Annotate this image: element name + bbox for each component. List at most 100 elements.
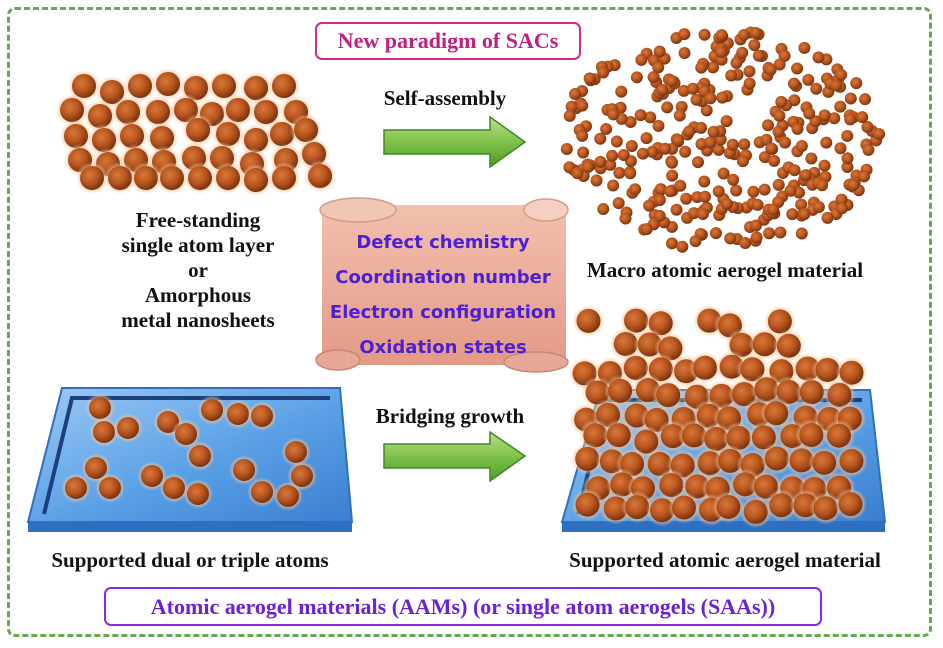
atom — [563, 109, 576, 122]
atom — [65, 477, 87, 499]
atom — [862, 143, 875, 156]
atom — [726, 138, 739, 151]
atom — [736, 155, 749, 168]
atom — [659, 142, 672, 155]
atom — [607, 108, 620, 121]
atom — [873, 128, 886, 141]
atom — [666, 156, 679, 169]
atom — [835, 202, 848, 215]
atom — [859, 93, 872, 106]
atom — [291, 465, 313, 487]
atom — [186, 118, 210, 142]
atom — [674, 179, 687, 192]
atom — [834, 142, 847, 155]
atom — [689, 235, 702, 248]
atom — [799, 380, 824, 405]
atom — [820, 136, 833, 149]
atom — [630, 71, 643, 84]
supported-dual-label: Supported dual or triple atoms — [51, 548, 329, 572]
atom — [640, 223, 653, 236]
atom — [749, 219, 762, 232]
atom — [812, 200, 825, 213]
atom — [729, 332, 754, 357]
atom — [577, 146, 590, 159]
scroll-item-defect: Defect chemistry — [356, 232, 530, 253]
atom — [600, 122, 613, 135]
atom — [612, 197, 625, 210]
atom — [594, 132, 607, 145]
atom — [751, 198, 764, 211]
atom — [704, 136, 717, 149]
atom — [576, 308, 601, 333]
atom — [666, 169, 679, 182]
atom — [226, 98, 250, 122]
atom — [585, 380, 610, 405]
atom — [673, 109, 686, 122]
atom — [272, 74, 296, 98]
atom — [765, 142, 778, 155]
atom — [727, 173, 740, 186]
supported-aerogel-label: Supported atomic aerogel material — [569, 548, 881, 572]
atom — [636, 147, 649, 160]
atom — [681, 423, 706, 448]
atom — [93, 421, 115, 443]
atom — [850, 77, 863, 90]
atom — [717, 167, 730, 180]
atom — [629, 183, 642, 196]
atom — [835, 68, 848, 81]
atom — [625, 140, 638, 153]
atom — [608, 378, 633, 403]
atom — [715, 45, 728, 58]
atom — [120, 124, 144, 148]
atom — [665, 237, 678, 250]
atom — [768, 154, 781, 167]
atom — [80, 166, 104, 190]
atom — [816, 179, 829, 192]
atom — [227, 403, 249, 425]
atom — [798, 208, 811, 221]
atom — [827, 382, 852, 407]
arrow-bridging-growth — [383, 430, 527, 483]
atom — [560, 143, 573, 156]
atom — [294, 118, 318, 142]
atom — [815, 357, 840, 382]
atom — [712, 143, 725, 156]
atom — [607, 179, 620, 192]
atom — [216, 122, 240, 146]
atom — [834, 100, 847, 113]
atom — [650, 498, 675, 523]
atom — [652, 61, 665, 74]
atom — [730, 184, 743, 197]
atom — [156, 72, 180, 96]
atom — [569, 88, 582, 101]
atom — [720, 197, 733, 210]
atom — [752, 49, 765, 62]
atom — [818, 109, 831, 122]
atom — [590, 174, 603, 187]
atom — [150, 126, 174, 150]
atom — [146, 100, 170, 124]
atom — [679, 145, 692, 158]
atom — [738, 138, 751, 151]
atom — [743, 65, 756, 78]
atom — [739, 237, 752, 250]
atom — [798, 41, 811, 54]
atom — [656, 83, 669, 96]
atom — [730, 56, 743, 69]
atom — [583, 72, 596, 85]
atom — [760, 133, 773, 146]
atom — [652, 119, 665, 132]
atom — [787, 77, 800, 90]
atom — [163, 477, 185, 499]
atom — [653, 193, 666, 206]
atom — [613, 166, 626, 179]
atom — [175, 423, 197, 445]
atom — [606, 149, 619, 162]
atom — [624, 308, 649, 333]
atom — [749, 26, 762, 39]
atom — [60, 98, 84, 122]
diagram-title: New paradigm of SACs — [315, 22, 581, 60]
atom — [726, 425, 751, 450]
atom — [784, 184, 797, 197]
